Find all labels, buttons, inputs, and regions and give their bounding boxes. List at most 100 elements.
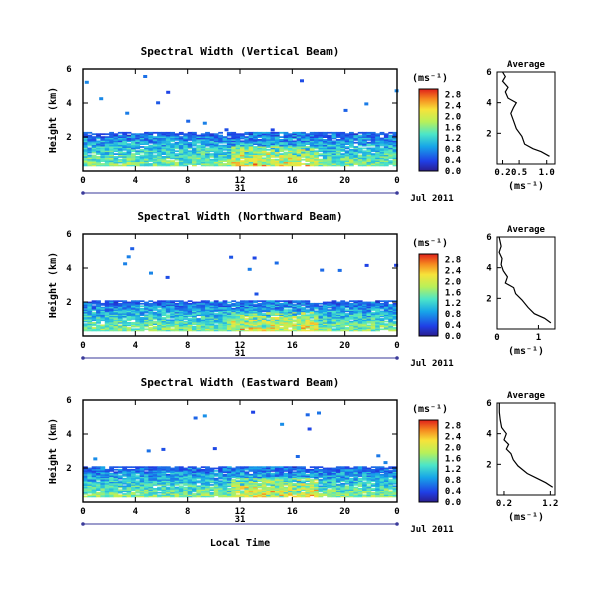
- heatmap-cell: [196, 311, 202, 314]
- heatmap-cell: [174, 314, 180, 316]
- heatmap-cell: [322, 140, 328, 143]
- heatmap-cell: [301, 304, 306, 306]
- heatmap-cell: [109, 144, 114, 147]
- heatmap-cell: [379, 154, 385, 157]
- heatmap-cell: [178, 328, 184, 331]
- heatmap-cell: [200, 470, 206, 472]
- heatmap-cell: [375, 318, 380, 320]
- heatmap-cell: [340, 325, 346, 328]
- heatmap-cell: [200, 161, 206, 164]
- heatmap-cell: [370, 329, 376, 332]
- heatmap-cell: [100, 329, 106, 332]
- heatmap-cell: [309, 139, 315, 141]
- heatmap-cell: [362, 150, 367, 153]
- heatmap-cell: [100, 324, 106, 327]
- heatmap-cell: [353, 305, 359, 308]
- heatmap-cell: [309, 164, 315, 167]
- heatmap-cell: [274, 147, 280, 150]
- heatmap-cell: [344, 490, 350, 493]
- heatmap-cell: [257, 472, 263, 475]
- heatmap-cell: [148, 472, 154, 475]
- heatmap-cell: [183, 468, 189, 471]
- heatmap-cell: [283, 163, 289, 165]
- heatmap-cell: [340, 156, 346, 158]
- heatmap-cell: [170, 490, 175, 493]
- heatmap-cell: [261, 495, 267, 498]
- heatmap-cell: [192, 139, 197, 141]
- heatmap-cell: [331, 328, 337, 331]
- heatmap-cell: [100, 488, 106, 490]
- heatmap-cell: [196, 493, 202, 495]
- heatmap-cell: [126, 309, 132, 311]
- heatmap-cell: [279, 491, 285, 494]
- heatmap-cell: [213, 150, 219, 153]
- heatmap-cell: [87, 313, 93, 315]
- heatmap-cell: [113, 324, 119, 327]
- heatmap-cell: [301, 484, 306, 486]
- heatmap-cell: [122, 304, 128, 306]
- heatmap-cell: [335, 477, 341, 480]
- heatmap-cell: [174, 480, 180, 482]
- heatmap-cell: [231, 476, 237, 479]
- heatmap-cell: [218, 481, 223, 484]
- heatmap-cell: [183, 495, 189, 498]
- heatmap-cell: [388, 473, 394, 476]
- heatmap-cell: [165, 329, 171, 332]
- heatmap-cell: [379, 315, 385, 318]
- heatmap-cell: [279, 156, 285, 158]
- heatmap-cell: [318, 148, 324, 151]
- heatmap-cell: [353, 318, 359, 320]
- heatmap-cell: [288, 472, 293, 475]
- heatmap-cell: [283, 133, 289, 136]
- heatmap-cell: [113, 473, 119, 476]
- heatmap-cell: [83, 133, 88, 136]
- heatmap-cell: [322, 486, 328, 489]
- heatmap-cell: [222, 153, 228, 155]
- heatmap-cell: [274, 327, 280, 329]
- heatmap-cell: [375, 488, 380, 490]
- heatmap-cell: [126, 148, 132, 151]
- average-frame: [496, 71, 556, 165]
- heatmap-cell: [157, 466, 162, 468]
- heatmap-cell: [218, 131, 223, 134]
- heatmap-cell: [83, 143, 88, 145]
- heatmap-cell: [296, 158, 302, 161]
- heatmap-cell: [218, 491, 223, 494]
- heatmap-cell: [174, 479, 180, 481]
- heatmap-cell: [152, 306, 158, 309]
- heatmap-cell: [279, 302, 285, 305]
- heatmap-cell: [388, 323, 394, 325]
- heatmap-cell: [305, 495, 311, 498]
- heatmap-cell: [344, 151, 350, 154]
- heatmap-cell: [375, 313, 380, 315]
- heatmap-cell: [148, 479, 154, 481]
- heatmap-cell: [139, 156, 145, 158]
- heatmap-cell: [148, 147, 154, 150]
- x-tick-label: 0: [80, 176, 85, 186]
- heatmap-cell: [122, 327, 128, 329]
- heatmap-cell: [244, 163, 250, 165]
- heatmap-cell: [366, 313, 372, 315]
- heatmap-cell: [322, 313, 328, 315]
- heatmap-cell: [231, 319, 237, 322]
- heatmap-cell: [295, 455, 300, 458]
- heatmap-cell: [113, 304, 119, 306]
- heatmap-cell: [279, 320, 285, 323]
- heatmap-cell: [375, 315, 380, 318]
- heatmap-cell: [314, 139, 319, 141]
- heatmap-cell: [305, 413, 310, 417]
- heatmap-cell: [340, 147, 346, 150]
- heatmap-cell: [244, 136, 250, 138]
- heatmap-cell: [152, 151, 158, 154]
- heatmap-cell: [379, 318, 385, 320]
- heatmap-cell: [362, 161, 367, 164]
- heatmap-cell: [83, 151, 88, 154]
- heatmap-cell: [392, 323, 398, 325]
- heatmap-cell: [117, 495, 123, 498]
- heatmap-cell: [213, 322, 219, 324]
- heatmap-cell: [309, 328, 315, 331]
- heatmap-cell: [131, 322, 136, 324]
- heatmap-cell: [309, 304, 315, 306]
- heatmap-cell: [362, 477, 367, 480]
- heatmap-cell: [314, 315, 319, 318]
